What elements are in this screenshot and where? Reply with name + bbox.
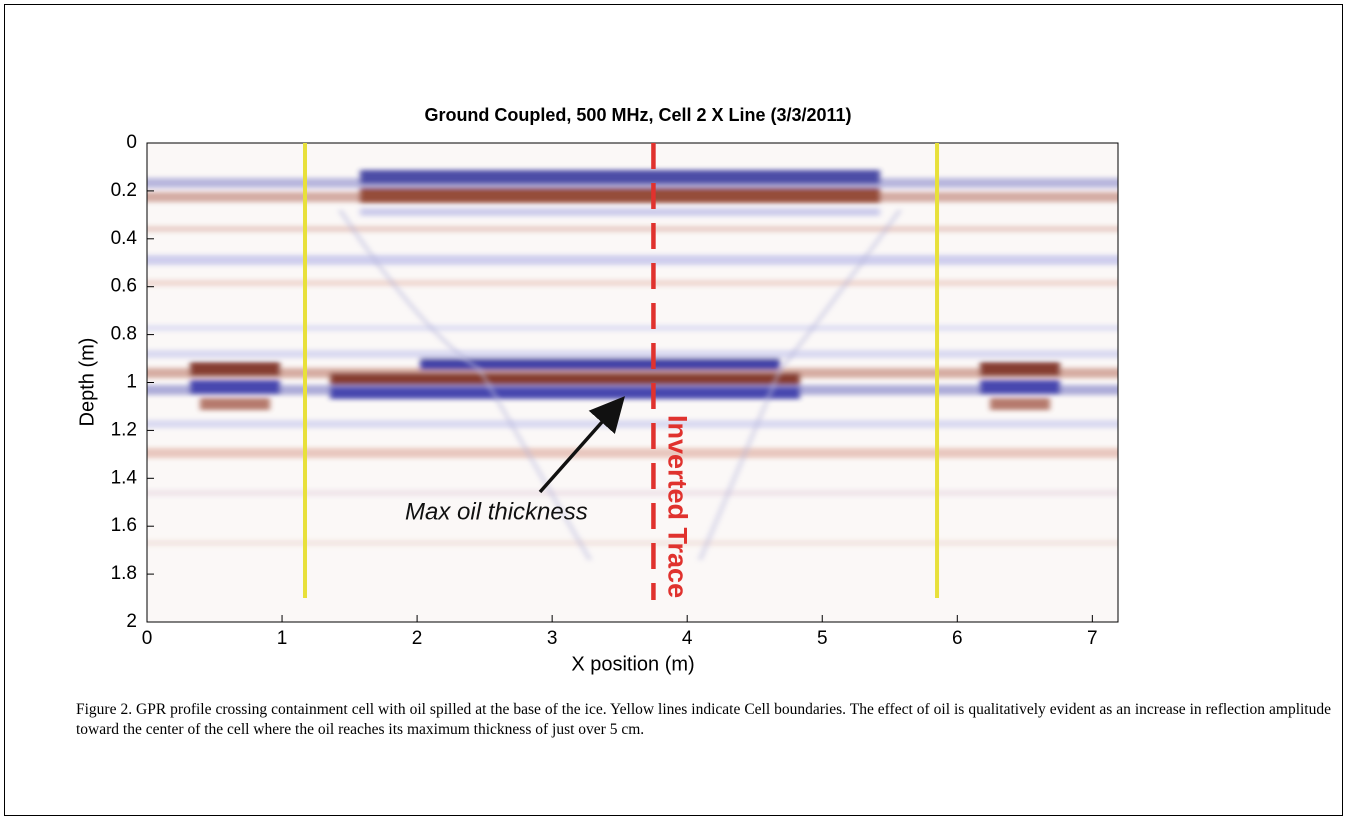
x-tick-label: 6 (952, 628, 963, 649)
inverted-trace-label: Inverted Trace (662, 415, 692, 598)
x-tick-label: 1 (277, 628, 288, 649)
y-tick-label: 1.8 (111, 563, 137, 584)
y-tick-label: 1.2 (111, 419, 137, 440)
x-tick-label: 5 (817, 628, 828, 649)
x-tick-label: 0 (142, 628, 153, 649)
chart-title: Ground Coupled, 500 MHz, Cell 2 X Line (… (424, 105, 851, 125)
y-tick-label: 1.6 (111, 515, 137, 536)
radargram-image (147, 143, 1118, 622)
x-tick-label: 3 (547, 628, 558, 649)
x-axis-label: X position (m) (571, 653, 694, 675)
y-tick-label: 0 (126, 132, 137, 153)
x-tick-label: 4 (682, 628, 693, 649)
y-tick-label: 0.2 (111, 180, 137, 201)
caption: Figure 2. GPR profile crossing containme… (76, 701, 1331, 738)
y-tick-label: 1 (126, 372, 137, 393)
y-tick-label: 0.6 (111, 276, 137, 297)
annotation: Max oil thickness (405, 498, 588, 525)
y-tick-label: 2 (126, 611, 137, 632)
y-tick-label: 0.8 (111, 324, 137, 345)
x-tick-label: 7 (1087, 628, 1098, 649)
y-tick-label: 0.4 (111, 228, 138, 249)
y-axis-label: Depth (m) (76, 338, 98, 427)
y-tick-label: 1.4 (111, 467, 138, 488)
chart: Ground Coupled, 500 MHz, Cell 2 X Line (… (76, 105, 1119, 675)
x-tick-label: 2 (412, 628, 423, 649)
figure-frame (4, 4, 1343, 816)
annotation-arrow (538, 396, 625, 494)
